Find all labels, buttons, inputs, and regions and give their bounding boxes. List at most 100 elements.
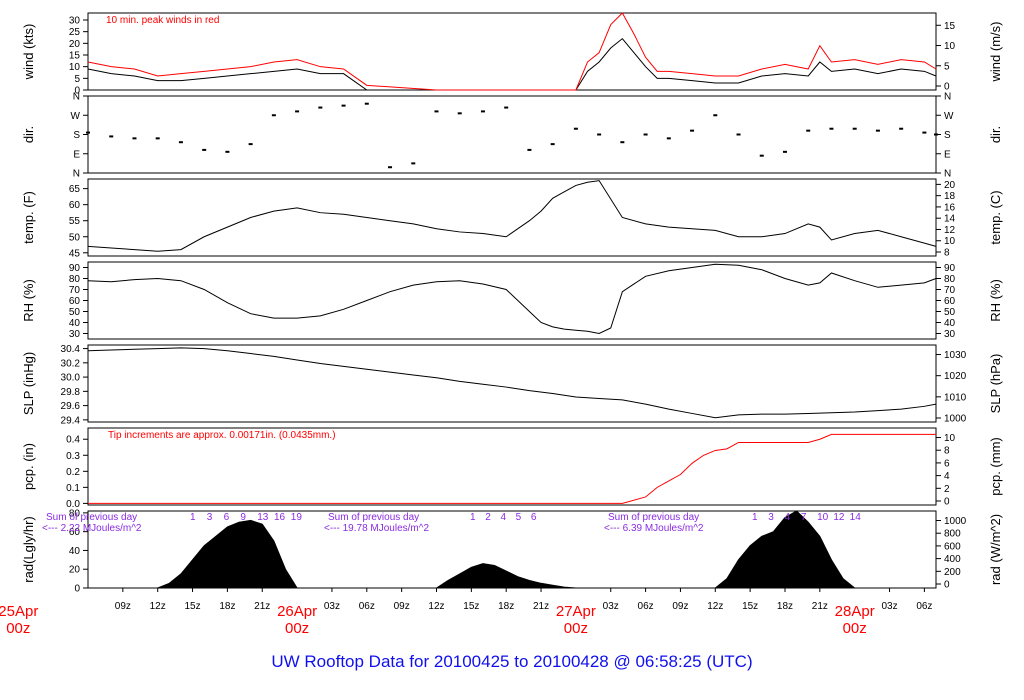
left-tick-label: 5 bbox=[74, 74, 80, 85]
rad-hour-label: 4 bbox=[500, 512, 506, 523]
day-label: 27Apr bbox=[556, 603, 596, 620]
direction-point bbox=[666, 137, 671, 140]
direction-point bbox=[480, 110, 485, 113]
right-tick-label: 2 bbox=[944, 484, 950, 495]
time-tick-label: 06z bbox=[638, 601, 654, 612]
panel-slp: 29.4 29.6 29.8 30.0 30.2 30.4 1000 1010 1020 1030… bbox=[21, 344, 1003, 426]
rad-note-value: <--- 6.39 MJoules/m^2 bbox=[604, 523, 704, 534]
left-tick-label: 15 bbox=[69, 51, 81, 62]
time-tick-label: 03z bbox=[603, 601, 619, 612]
series-area bbox=[88, 510, 857, 589]
y-axis-label-left: dir. bbox=[21, 126, 36, 143]
left-tick-label: 0 bbox=[74, 86, 80, 97]
direction-point bbox=[690, 129, 695, 132]
right-tick-label: 70 bbox=[944, 285, 956, 296]
time-tick-label: 09z bbox=[672, 601, 688, 612]
left-tick-label: 45 bbox=[69, 248, 81, 259]
series-line bbox=[87, 12, 937, 91]
direction-point bbox=[155, 137, 160, 140]
day-sub-label: 00z bbox=[6, 620, 30, 637]
left-tick-label: 0.0 bbox=[66, 499, 80, 510]
panel-frame bbox=[87, 95, 937, 174]
right-tick-label: 80 bbox=[944, 274, 956, 285]
direction-point bbox=[271, 114, 276, 117]
rad-note-title: Sum of previous day bbox=[328, 512, 419, 523]
left-tick-label: 29.4 bbox=[61, 415, 81, 426]
right-tick-label: S bbox=[944, 130, 951, 141]
left-tick-label: 30 bbox=[69, 16, 81, 27]
left-tick-label: E bbox=[73, 149, 80, 160]
right-tick-label: 16 bbox=[944, 202, 956, 213]
series-line bbox=[87, 347, 937, 419]
right-tick-label: 10 bbox=[944, 41, 956, 52]
right-tick-label: N bbox=[944, 169, 951, 180]
left-tick-label: 29.8 bbox=[61, 387, 81, 398]
day-sub-label: 00z bbox=[285, 620, 309, 637]
direction-point bbox=[713, 114, 718, 117]
direction-point bbox=[202, 148, 207, 151]
right-tick-label: 8 bbox=[944, 248, 950, 259]
right-tick-label: 90 bbox=[944, 263, 956, 274]
left-tick-label: 70 bbox=[69, 285, 81, 296]
rad-hour-label: 19 bbox=[291, 512, 303, 523]
left-tick-label: 0.4 bbox=[66, 435, 80, 446]
y-axis-label-right: rad (W/m^2) bbox=[988, 514, 1003, 585]
panel-annotation: Tip increments are approx. 0.00171in. (0… bbox=[108, 430, 336, 441]
right-tick-label: E bbox=[944, 149, 951, 160]
y-axis-label-right: wind (m/s) bbox=[988, 22, 1003, 83]
right-tick-label: 1020 bbox=[944, 371, 967, 382]
right-tick-label: 14 bbox=[944, 214, 956, 225]
direction-point bbox=[504, 106, 509, 109]
left-tick-label: 0.3 bbox=[66, 451, 80, 462]
left-tick-label: 0 bbox=[74, 584, 80, 595]
rad-hour-label: 13 bbox=[257, 512, 269, 523]
direction-point bbox=[597, 133, 602, 136]
left-tick-label: 60 bbox=[69, 200, 81, 211]
y-axis-label-right: dir. bbox=[988, 126, 1003, 143]
right-tick-label: 200 bbox=[944, 567, 961, 578]
y-axis-label-right: SLP (hPa) bbox=[988, 354, 1003, 414]
rad-hour-label: 6 bbox=[531, 512, 537, 523]
direction-point bbox=[620, 141, 625, 144]
direction-point bbox=[86, 131, 90, 134]
right-tick-label: 0 bbox=[944, 82, 950, 93]
left-tick-label: 40 bbox=[69, 318, 81, 329]
left-tick-label: N bbox=[73, 169, 80, 180]
panel-frame bbox=[87, 427, 937, 506]
time-tick-label: 15z bbox=[184, 601, 200, 612]
rad-hour-label: 6 bbox=[224, 512, 230, 523]
right-tick-label: 30 bbox=[944, 329, 956, 340]
day-label: 28Apr bbox=[835, 603, 875, 620]
right-tick-label: N bbox=[944, 92, 951, 103]
time-tick-label: 15z bbox=[463, 601, 479, 612]
panel-pcp: 0.0 0.1 0.2 0.3 0.4 0 2 4 68 10 pcp. (in) pcp. (mm)… bbox=[21, 427, 1003, 510]
left-tick-label: 50 bbox=[69, 232, 81, 243]
time-tick-label: 21z bbox=[812, 601, 828, 612]
right-tick-label: 1030 bbox=[944, 350, 967, 361]
direction-point bbox=[295, 110, 300, 113]
direction-point bbox=[852, 127, 857, 130]
left-tick-label: 30.4 bbox=[61, 344, 81, 355]
day-sub-label: 00z bbox=[564, 620, 588, 637]
right-tick-label: 600 bbox=[944, 541, 961, 552]
y-axis-label-left: rad(Lgly/hr) bbox=[21, 516, 36, 582]
direction-point bbox=[782, 150, 787, 153]
series-line bbox=[87, 180, 937, 252]
left-tick-label: 90 bbox=[69, 263, 81, 274]
left-tick-label: 65 bbox=[69, 184, 81, 195]
direction-point bbox=[248, 143, 253, 146]
direction-point bbox=[341, 104, 346, 107]
left-tick-label: 50 bbox=[69, 307, 81, 318]
right-tick-label: 12 bbox=[944, 225, 956, 236]
left-tick-label: 20 bbox=[69, 39, 81, 50]
rad-note-value: <--- 2.22 MJoules/m^2 bbox=[42, 523, 142, 534]
direction-point bbox=[132, 137, 137, 140]
rad-hour-label: 7 bbox=[801, 512, 807, 523]
right-tick-label: 40 bbox=[944, 318, 956, 329]
left-tick-label: 30.0 bbox=[61, 373, 81, 384]
series-line bbox=[87, 263, 937, 335]
